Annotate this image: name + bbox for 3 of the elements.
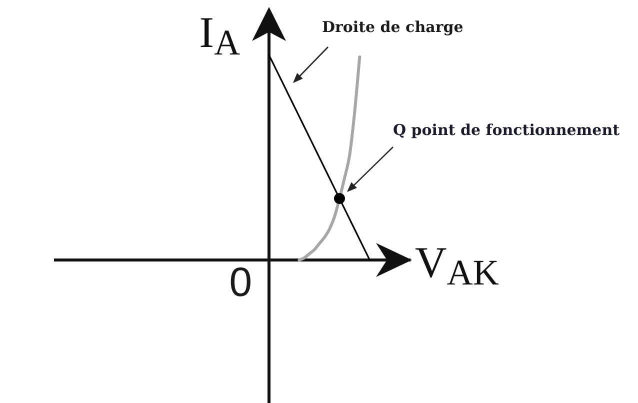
text: 0 [229,259,252,305]
text: Droite de charge [322,18,464,36]
annotation: Q point de fonctionnement [393,121,620,139]
